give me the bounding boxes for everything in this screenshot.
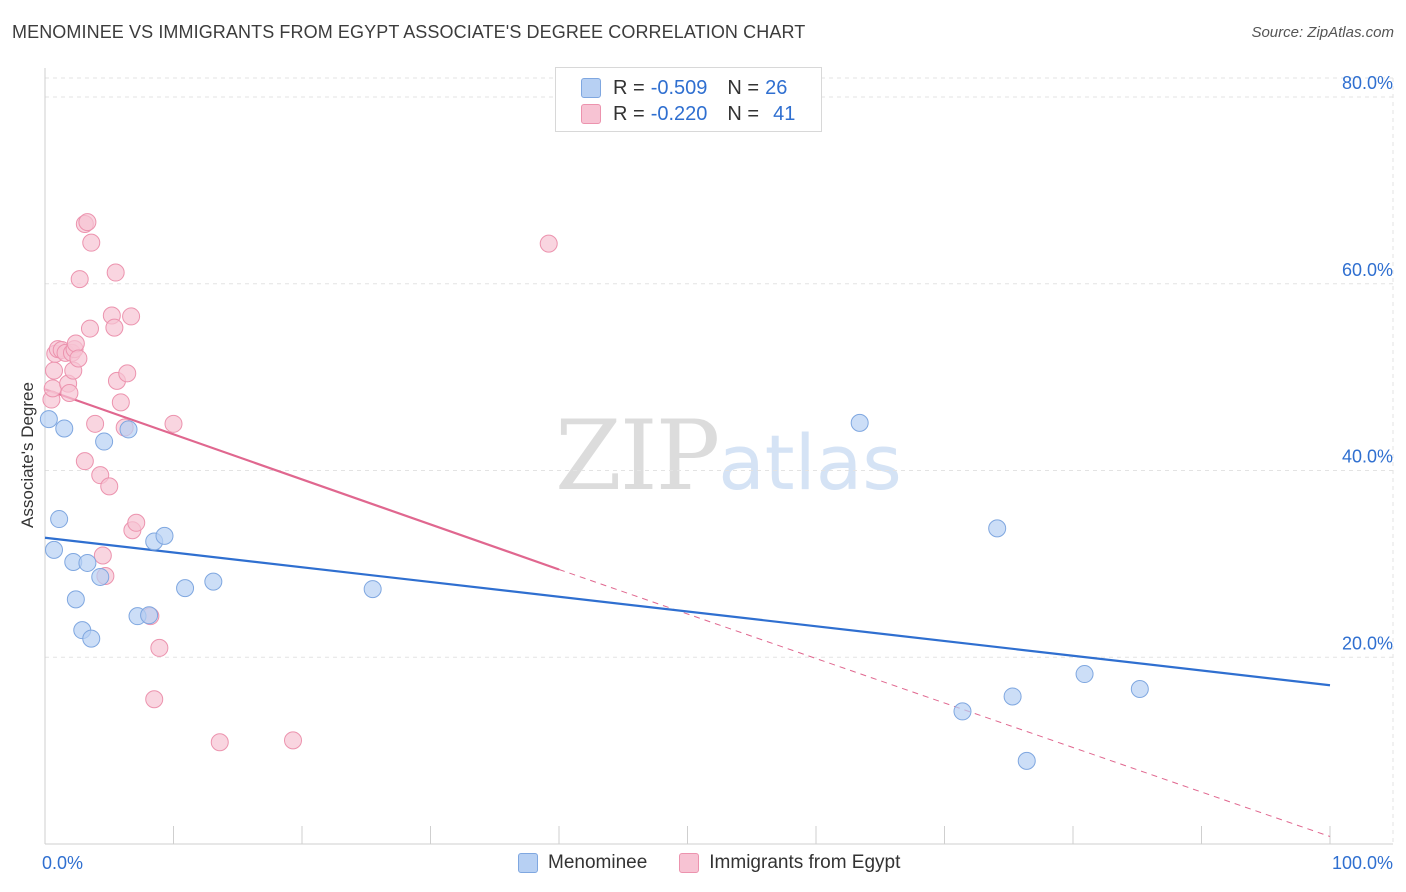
point-egypt (80, 319, 99, 338)
point-egypt (100, 477, 119, 496)
point-egypt (78, 213, 97, 232)
point-egypt (122, 307, 141, 326)
chart-title: MENOMINEE VS IMMIGRANTS FROM EGYPT ASSOC… (12, 22, 806, 42)
trend-line-menominee (44, 536, 1331, 687)
point-menominee (82, 629, 101, 648)
point-menominee (204, 572, 223, 591)
point-egypt (82, 233, 101, 252)
point-egypt (105, 318, 124, 337)
point-egypt (164, 414, 183, 433)
legend-r-label: R = (613, 76, 645, 99)
point-egypt (60, 383, 79, 402)
point-menominee (39, 410, 58, 429)
point-menominee (363, 580, 382, 599)
legend-r-value: -0.220 (650, 102, 708, 125)
point-menominee (50, 510, 69, 529)
point-menominee (988, 519, 1007, 538)
legend-r-value: -0.509 (650, 76, 708, 99)
y-axis-label: Associate's Degree (18, 382, 37, 528)
point-egypt (111, 393, 130, 412)
point-egypt (69, 349, 88, 368)
legend-label: Menominee (548, 852, 648, 873)
legend-item-egypt[interactable]: Immigrants from Egypt (679, 852, 900, 874)
stats-legend: R = -0.509 N = 26 R = -0.220 N = 41 (555, 67, 822, 132)
legend-row-menominee: R = -0.509 N = 26 (581, 75, 787, 101)
point-menominee (78, 553, 97, 572)
point-egypt (70, 270, 89, 289)
legend-swatch-pink (581, 104, 601, 124)
point-menominee (155, 526, 174, 545)
y-tick-label: 60.0% (1342, 260, 1393, 280)
x-tick-label: 0.0% (42, 853, 83, 873)
watermark: ZIPatlas (555, 400, 902, 512)
point-egypt (43, 379, 62, 398)
point-menominee (91, 567, 110, 586)
tick-labels: 20.0% 40.0% 60.0% 80.0% 0.0% 100.0% (42, 73, 1393, 873)
point-egypt (93, 546, 112, 565)
point-menominee (44, 540, 63, 559)
legend-label: Immigrants from Egypt (709, 852, 901, 873)
axes (44, 68, 1393, 845)
x-tick-label: 100.0% (1332, 853, 1393, 873)
data-points (39, 213, 1149, 770)
point-egypt (44, 361, 63, 380)
legend-item-menominee[interactable]: Menominee (518, 852, 647, 874)
series-legend: Menominee Immigrants from Egypt (518, 852, 932, 874)
point-menominee (850, 413, 869, 432)
point-menominee (119, 420, 138, 439)
legend-n-label: N = (727, 76, 760, 99)
point-menominee (140, 606, 159, 625)
point-egypt (284, 731, 303, 750)
point-egypt (150, 638, 169, 657)
point-menominee (1003, 687, 1022, 706)
y-tick-label: 80.0% (1342, 73, 1393, 93)
point-egypt (145, 690, 164, 709)
point-egypt (106, 263, 125, 282)
y-tick-label: 40.0% (1342, 447, 1393, 467)
legend-row-egypt: R = -0.220 N = 41 (581, 101, 795, 127)
point-menominee (1017, 751, 1036, 770)
legend-swatch-blue (581, 78, 601, 98)
legend-swatch-blue (518, 853, 538, 873)
point-egypt (210, 733, 229, 752)
point-egypt (66, 334, 85, 353)
legend-n-value: 41 (773, 102, 796, 125)
y-tick-label: 20.0% (1342, 633, 1393, 653)
legend-n-label: N = (727, 102, 760, 125)
watermark-zip: ZIP (555, 400, 720, 512)
point-menominee (953, 702, 972, 721)
point-egypt (75, 452, 94, 471)
legend-r-label: R = (613, 102, 645, 125)
trend-line-egypt (44, 388, 560, 571)
point-menominee (176, 579, 195, 598)
point-egypt (118, 364, 137, 383)
point-menominee (95, 432, 114, 451)
point-menominee (66, 590, 85, 609)
legend-n-value: 26 (765, 76, 788, 99)
point-menominee (55, 419, 74, 438)
trend-lines (44, 388, 1331, 838)
trend-line-egypt-extension (558, 569, 1331, 838)
watermark-atlas: atlas (718, 418, 902, 507)
source-label: Source: ZipAtlas.com (1251, 24, 1394, 41)
point-egypt (539, 234, 558, 253)
point-egypt (86, 414, 105, 433)
point-menominee (1075, 665, 1094, 684)
legend-swatch-pink (679, 853, 700, 873)
point-egypt (127, 513, 146, 532)
point-menominee (1130, 679, 1149, 698)
